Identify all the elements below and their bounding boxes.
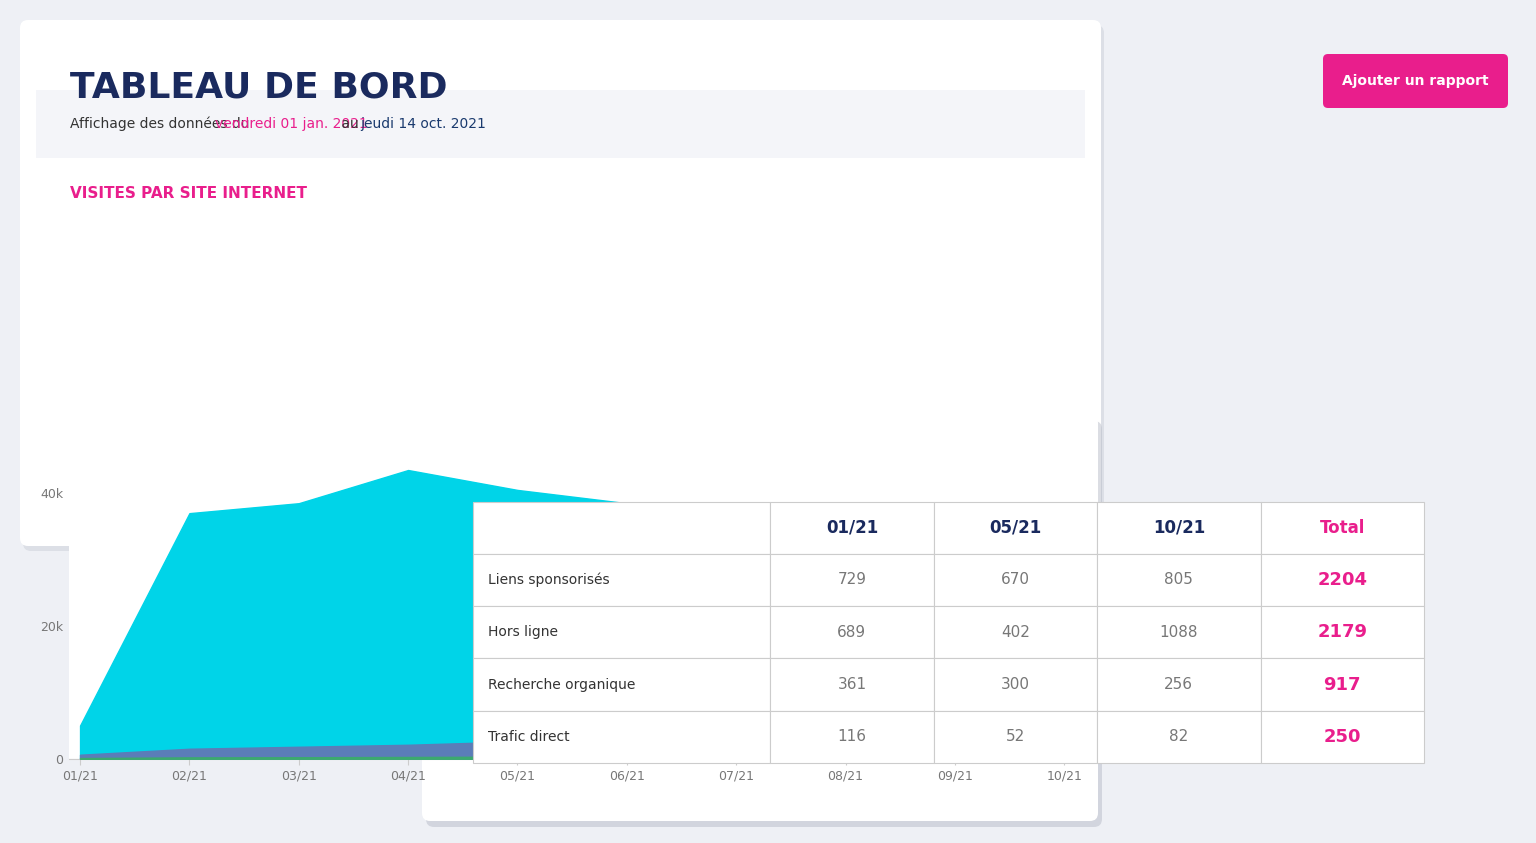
FancyBboxPatch shape	[23, 25, 1104, 551]
Text: Ajouter un rapport: Ajouter un rapport	[1342, 74, 1488, 88]
Text: jeudi 14 oct. 2021: jeudi 14 oct. 2021	[359, 117, 485, 131]
FancyBboxPatch shape	[20, 20, 1101, 546]
Bar	[35, 90, 1084, 158]
Text: vendredi 01 jan. 2021: vendredi 01 jan. 2021	[215, 117, 367, 131]
Text: TABLEAU DE BORD: TABLEAU DE BORD	[71, 70, 447, 104]
FancyBboxPatch shape	[425, 421, 1101, 827]
FancyBboxPatch shape	[1322, 54, 1508, 108]
FancyBboxPatch shape	[422, 415, 1098, 821]
Text: Affichage des données du: Affichage des données du	[71, 116, 253, 132]
Text: au: au	[336, 117, 362, 131]
Text: VISITES PAR SITE INTERNET: VISITES PAR SITE INTERNET	[71, 185, 307, 201]
Text: NOUVEAUX LEADS PAR MEDIUM: NOUVEAUX LEADS PAR MEDIUM	[611, 462, 908, 480]
